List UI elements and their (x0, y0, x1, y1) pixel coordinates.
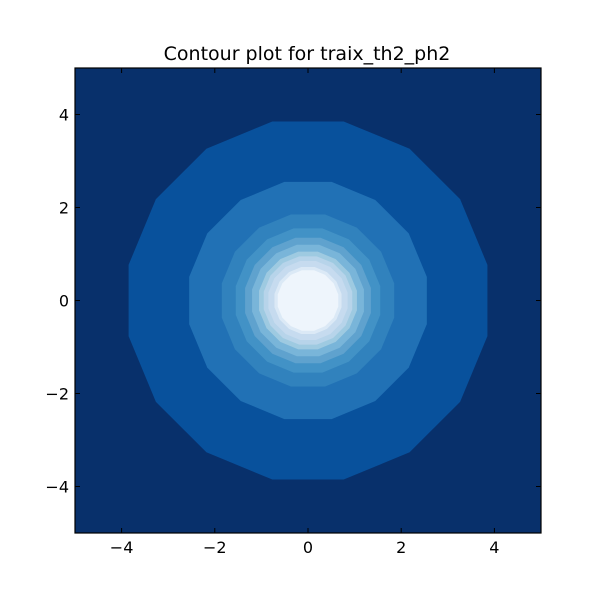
y-tick-label: 2 (59, 199, 69, 218)
x-tick-label: 2 (396, 538, 406, 557)
y-tick-label: 0 (59, 292, 69, 311)
y-tick-label: −4 (45, 478, 69, 497)
y-tick-label: 4 (59, 106, 69, 125)
contour-level-11 (277, 270, 339, 331)
chart-title: Contour plot for traix_th2_ph2 (164, 43, 451, 65)
y-tick-label: −2 (45, 385, 69, 404)
x-tick-label: −4 (110, 538, 134, 557)
x-tick-label: 0 (303, 538, 313, 557)
x-tick-label: 4 (489, 538, 499, 557)
axes-layer: −4 −2 0 2 4 −4 −2 0 2 4 (45, 67, 542, 557)
plot-area (75, 68, 541, 533)
x-tick-label: −2 (203, 538, 227, 557)
